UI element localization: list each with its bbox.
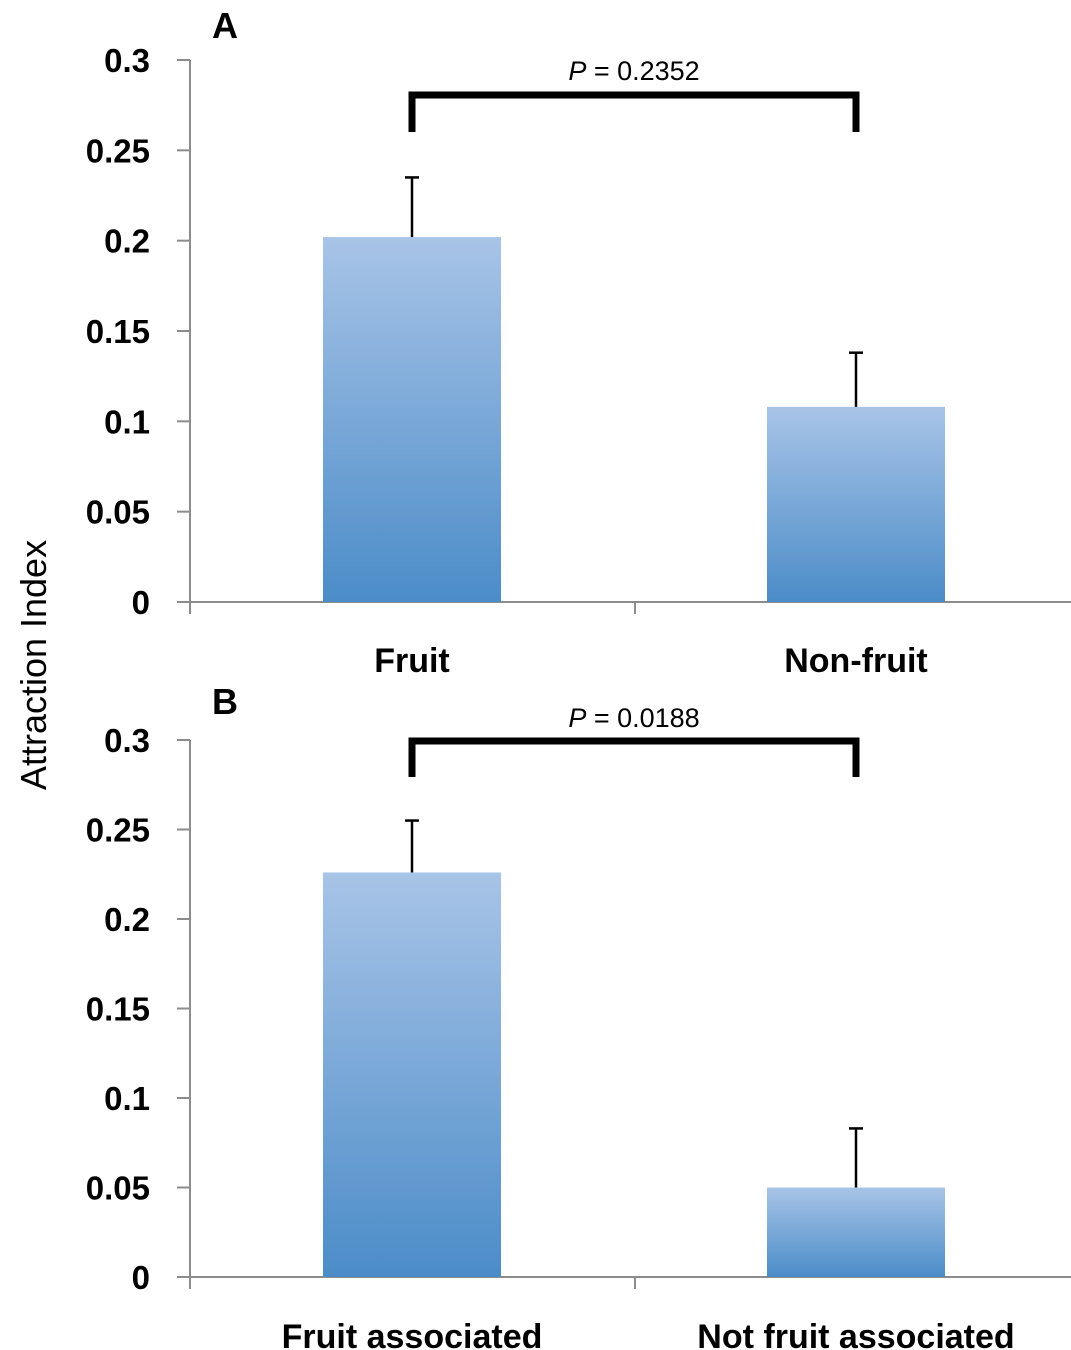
category-label: Fruit associated [282,1318,543,1350]
y-tick-label: 0 [132,584,150,621]
chart-panel-b: B 0 0.05 0.1 0.15 0.2 0.25 0.3 Fruit associated N… [86,681,1071,1350]
y-tick-label: 0 [132,1259,150,1296]
y-tick-label: 0.15 [86,991,150,1028]
y-tick-label: 0.3 [104,722,150,759]
significance-bracket [408,737,860,777]
panel-label: B [212,681,238,722]
chart-panel-a: A 0 0.05 0.1 0.15 0.2 0.25 0.3 Fruit Non-fruit P =… [86,5,1071,680]
y-tick-label: 0.25 [86,132,150,169]
y-tick-label: 0.15 [86,313,150,350]
significance-bracket [408,91,860,132]
bar [323,872,501,1277]
p-value-label: P = 0.2352 [568,56,699,86]
panel-label: A [212,5,238,46]
y-tick-label: 0.25 [86,812,150,849]
y-tick-label: 0.05 [86,494,150,531]
category-label: Not fruit associated [697,1318,1014,1350]
category-label: Fruit [374,642,450,680]
y-tick-label: 0.05 [86,1170,150,1207]
p-value-label: P = 0.0188 [568,703,699,733]
category-label: Non-fruit [784,642,928,680]
y-tick-label: 0.1 [104,403,150,440]
y-axis-label: Attraction Index [13,540,54,790]
y-tick-label: 0.3 [104,42,150,79]
bar [323,237,501,602]
bar [767,406,945,602]
y-tick-label: 0.2 [104,223,150,260]
y-tick-label: 0.1 [104,1080,150,1117]
bar [767,1187,945,1277]
y-tick-label: 0.2 [104,901,150,938]
